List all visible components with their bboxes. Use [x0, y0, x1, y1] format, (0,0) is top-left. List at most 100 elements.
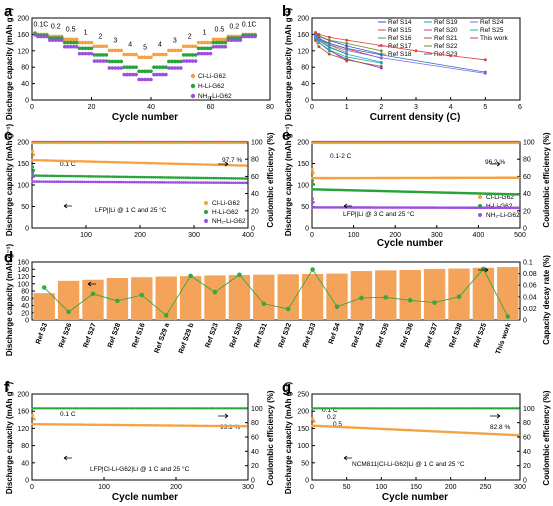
panel-e-ce-point: [500, 141, 504, 145]
panel-a-point-cl: [113, 48, 118, 53]
panel-e-xtick-label: 200: [389, 232, 401, 239]
panel-e-ce-point: [362, 141, 366, 145]
panel-f-ce-point: [208, 407, 212, 410]
panel-e-y2tick-label: 0: [523, 226, 527, 233]
panel-g-capacity-point-cl: [411, 429, 414, 432]
panel-a-point-cl: [101, 44, 106, 49]
panel-e-ce-point: [329, 141, 332, 145]
panel-c-capacity-point-nh2: [67, 180, 71, 184]
panel-c-capacity-point-h: [91, 175, 95, 178]
panel-c-ce-point: [57, 141, 60, 145]
panel-c-ce-point: [195, 141, 198, 145]
panel-b-point: [449, 54, 453, 58]
panel-g-ce-point: [434, 407, 437, 410]
panel-f-ylabel: Discharge capacity (mAh g⁻¹): [5, 382, 14, 495]
panel-e-ce-point: [312, 141, 316, 145]
panel-g-ce-point: [432, 407, 435, 410]
panel-f-capacity-point-cl: [176, 424, 179, 427]
panel-g-ce-point: [498, 407, 502, 410]
panel-c-capacity-point-cl: [163, 162, 166, 165]
panel-g-ce-point: [405, 407, 408, 410]
panel-d-y2tick-label: 0: [523, 318, 527, 325]
panel-f-capacity-point-cl: [193, 424, 197, 428]
panel-c-capacity-point-h: [126, 175, 129, 179]
panel-c-capacity-point-h: [225, 176, 229, 180]
panel-c-capacity-point-h: [132, 175, 136, 179]
panel-d-category-label: Ref S3: [35, 322, 49, 345]
panel-a-point-nh2: [107, 66, 112, 70]
panel-e-ce-point: [316, 141, 319, 145]
panel-d-category-label: Ref S33: [302, 322, 317, 349]
panel-g-ce-point: [477, 407, 481, 410]
panel-a-point-cl: [196, 40, 201, 45]
panel-c-capacity-point-nh2: [147, 180, 151, 184]
panel-g-rate-annotation-2: 0.2: [327, 414, 336, 421]
panel-g-capacity-point-cl: [473, 431, 477, 435]
panel-e-ce-point: [470, 141, 474, 145]
panel-a-point-nh2: [51, 38, 55, 42]
panel-a-xtick-label: 80: [266, 104, 274, 111]
panel-c-capacity-point-cl: [147, 161, 151, 165]
panel-f-capacity-point-cl: [33, 422, 37, 426]
panel-b-legend-label: Ref S15: [388, 27, 412, 34]
panel-c-capacity-point-cl: [206, 163, 209, 166]
panel-g-y2tick-label: 60: [523, 435, 531, 442]
panel-e-ytick-label: 50: [301, 204, 309, 211]
panel-g-ce-point: [357, 407, 360, 410]
panel-c-ce-point: [145, 141, 149, 145]
panel-g-capacity-point-cl: [388, 427, 391, 431]
panel-g-capacity-point-cl: [496, 432, 500, 436]
panel-a-point-cl: [143, 55, 147, 60]
panel-f-capacity-point-cl: [72, 423, 76, 426]
panel-e-legend-2: H-Li-G62: [486, 203, 513, 210]
panel-g-capacity-point-cl: [429, 429, 433, 433]
panel-e-ce-point: [409, 141, 412, 145]
panel-a-point-cl: [173, 48, 177, 53]
panel-f-capacity-point-cl: [50, 423, 54, 426]
panel-c-initial-point: [31, 165, 35, 169]
panel-c-ce-point: [83, 141, 86, 145]
panel-a-legend-marker: [190, 83, 196, 89]
panel-f-capacity-point-cl: [119, 423, 123, 427]
panel-c-capacity-point-cl: [160, 162, 164, 165]
panel-f-ce-point: [137, 407, 140, 410]
panel-c-capacity-point-h: [115, 175, 119, 179]
panel-b-legend-label: Ref S25: [480, 27, 504, 34]
panel-c-ce-point: [186, 141, 190, 145]
panel-g-capacity-point-cl: [390, 428, 394, 431]
panel-c-capacity-point-h: [245, 177, 248, 180]
panel-d-category-label: Ref S28: [107, 322, 122, 349]
panel-g-ytick-label: 150: [297, 426, 309, 433]
panel-c-capacity-point-h: [193, 176, 196, 180]
panel-c-ytick-label: 150: [17, 161, 29, 168]
panel-g-xtick-label: 100: [375, 484, 387, 491]
panel-b-point: [327, 38, 331, 42]
panel-c-ce-point: [178, 141, 181, 145]
panel-a-point-cl: [220, 37, 225, 42]
panel-d-bar: [301, 273, 324, 320]
panel-f-ce-point: [204, 407, 207, 410]
panel-g-xtick-label: 250: [479, 484, 491, 491]
panel-f-ce-point: [180, 407, 183, 410]
panel-g-ce-point: [342, 407, 346, 410]
panel-c-capacity-point-cl: [126, 161, 129, 164]
panel-e-ce-point: [465, 141, 469, 145]
panel-b-xlabel: Current density (C): [370, 112, 461, 123]
panel-e-ce-point: [437, 141, 441, 145]
panel-a-point-h: [196, 46, 201, 51]
panel-f-capacity-point-cl: [243, 424, 246, 428]
panel-c-ce-point: [243, 141, 246, 145]
panel-g-initial-point: [312, 420, 316, 424]
panel-e-legend-marker: [478, 204, 482, 208]
panel-a-ylabel: Discharge capacity (mAh g⁻¹): [5, 8, 14, 121]
panel-c-capacity-point-cl: [61, 159, 65, 163]
panel-c-capacity-point-h: [150, 175, 153, 179]
panel-c-capacity-point-nh2: [65, 180, 69, 184]
panel-c-ce-point: [225, 141, 229, 145]
panel-d-decay-line: [43, 268, 509, 317]
panel-c-ce-point: [61, 141, 64, 145]
panel-e-y2tick-label: 40: [523, 191, 531, 198]
panel-c-ce-point: [221, 141, 224, 145]
panel-c-capacity-point-cl: [186, 162, 190, 166]
panel-g-ce-point: [330, 407, 333, 410]
